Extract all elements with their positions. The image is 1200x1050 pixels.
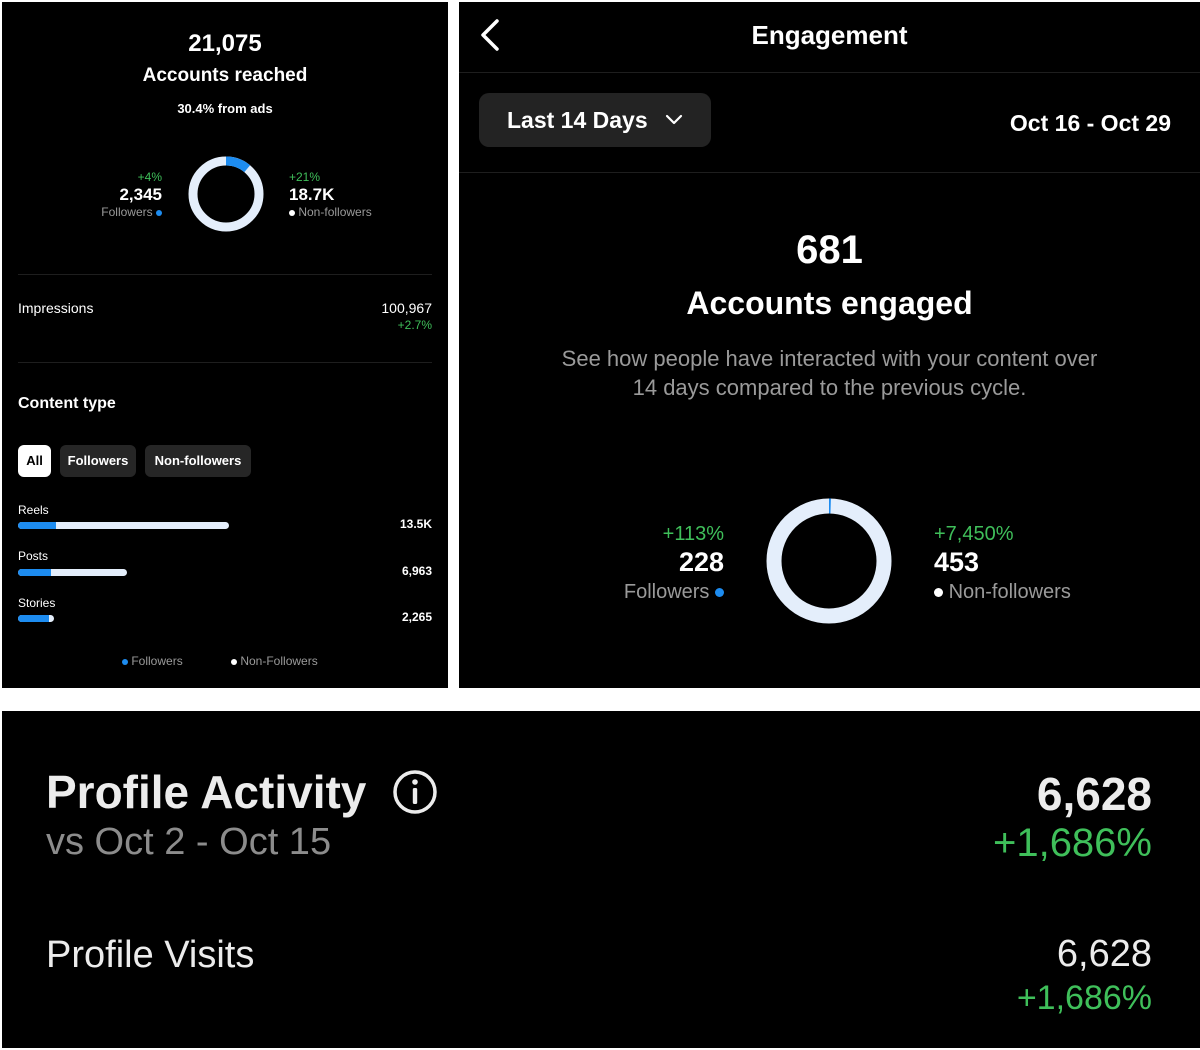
stories-bar — [18, 615, 54, 622]
impressions-change: +2.7% — [397, 318, 432, 332]
followers-dot-icon — [156, 209, 162, 216]
filter-all-button[interactable]: All — [18, 445, 51, 477]
engaged-description-line2: 14 days compared to the previous cycle. — [632, 375, 1027, 400]
reach-panel: 21,075 Accounts reached 30.4% from ads +… — [2, 2, 448, 688]
eng-followers-value: 228 — [678, 547, 724, 577]
engaged-title: Accounts engaged — [686, 285, 973, 321]
reach-donut-nonfollowers — [188, 156, 264, 232]
filter-followers-button[interactable]: Followers — [60, 445, 136, 477]
eng-nonfollowers-label: Non-followers — [948, 581, 1071, 603]
date-range-dropdown[interactable]: Last 14 Days — [479, 93, 711, 147]
reach-total: 21,075 — [188, 30, 262, 57]
engagement-donut-nonfollowers — [766, 498, 892, 624]
engagement-donut-chart — [766, 498, 892, 624]
eng-followers-change: +113% — [662, 523, 724, 545]
legend-followers-dot-icon — [122, 658, 128, 665]
eng-nonfollowers-dot-icon — [934, 588, 943, 598]
profile-visits-value: 6,628 — [1056, 933, 1152, 975]
posts-label: Posts — [18, 549, 49, 563]
profile-visits-label: Profile Visits — [46, 934, 255, 976]
chevron-down-icon — [665, 114, 683, 125]
divider — [18, 274, 432, 275]
followers-value: 2,345 — [119, 185, 162, 204]
stories-value: 2,265 — [401, 610, 432, 624]
profile-total-change: +1,686% — [992, 821, 1152, 865]
comparison-range: vs Oct 2 - Oct 15 — [46, 821, 332, 863]
posts-value: 6,963 — [401, 564, 432, 578]
info-icon[interactable] — [392, 769, 438, 815]
eng-followers-legend: Followers — [624, 581, 724, 604]
content-type-title: Content type — [18, 395, 116, 412]
eng-followers-label: Followers — [623, 581, 710, 603]
engagement-donut-followers — [766, 498, 892, 624]
profile-activity-panel: Profile Activity vs Oct 2 - Oct 15 6,628… — [2, 711, 1200, 1048]
reach-donut-chart — [188, 156, 264, 232]
chevron-left-icon[interactable] — [479, 18, 501, 52]
stories-label: Stories — [18, 596, 56, 610]
profile-visits-change: +1,686% — [1016, 979, 1152, 1017]
reels-value: 13.5K — [399, 517, 432, 531]
impressions-value: 100,967 — [381, 300, 432, 316]
reels-label: Reels — [18, 503, 49, 517]
filter-nonfollowers-button[interactable]: Non-followers — [145, 445, 251, 477]
impressions-label: Impressions — [18, 300, 94, 316]
nonfollowers-dot-icon — [289, 209, 295, 216]
legend-nonfollowers-label: Non-Followers — [240, 654, 318, 668]
date-range-dropdown-label: Last 14 Days — [507, 107, 648, 133]
stories-bar-followers — [18, 615, 49, 622]
nonfollowers-change: +21% — [289, 170, 321, 184]
posts-bar — [18, 569, 127, 576]
date-range-text: Oct 16 - Oct 29 — [1009, 110, 1171, 136]
reels-bar — [18, 522, 229, 529]
reach-donut-followers — [188, 156, 264, 232]
nonfollowers-label: Non-followers — [298, 205, 372, 219]
divider — [459, 72, 1200, 73]
legend-nonfollowers: Non-Followers — [231, 654, 318, 668]
reach-title: Accounts reached — [142, 65, 308, 86]
nonfollowers-legend: Non-followers — [289, 205, 372, 219]
engagement-panel: Engagement Last 14 Days Oct 16 - Oct 29 … — [459, 2, 1200, 688]
eng-followers-dot-icon — [715, 588, 724, 598]
eng-nonfollowers-change: +7,450% — [934, 523, 1014, 545]
nonfollowers-value: 18.7K — [289, 185, 335, 204]
followers-legend: Followers — [101, 205, 162, 219]
profile-total: 6,628 — [1036, 768, 1152, 820]
profile-activity-title: Profile Activity — [46, 766, 367, 818]
legend-followers-label: Followers — [131, 654, 183, 668]
divider — [459, 172, 1200, 173]
reels-bar-followers — [18, 522, 56, 529]
eng-nonfollowers-value: 453 — [934, 547, 980, 577]
posts-bar-followers — [18, 569, 51, 576]
engaged-total: 681 — [796, 228, 863, 272]
engagement-title: Engagement — [751, 20, 908, 50]
ads-note: 30.4% from ads — [177, 101, 273, 116]
eng-nonfollowers-legend: Non-followers — [934, 581, 1071, 604]
followers-change: +4% — [137, 170, 162, 184]
legend-nonfollowers-dot-icon — [231, 658, 237, 665]
legend-followers: Followers — [122, 654, 183, 668]
followers-label: Followers — [101, 205, 153, 219]
divider — [18, 362, 432, 363]
engaged-description-line1: See how people have interacted with your… — [561, 346, 1098, 371]
